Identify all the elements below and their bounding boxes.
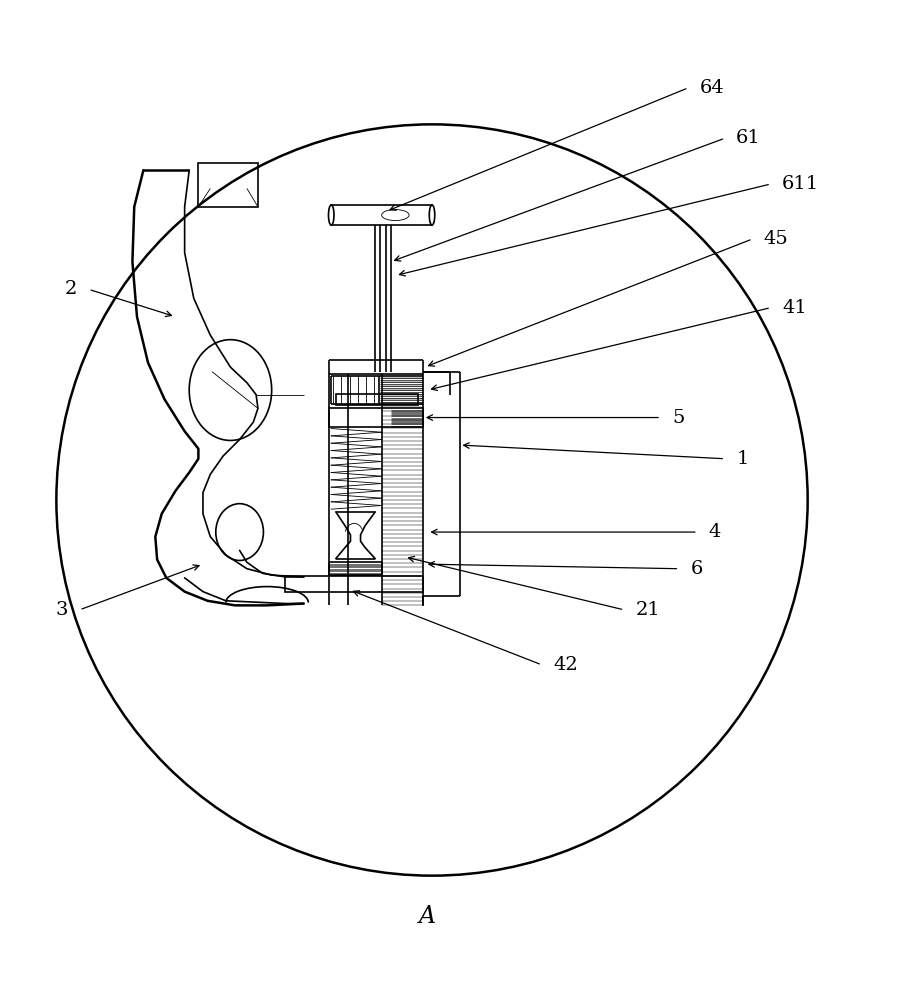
Text: 45: 45 [764,230,789,248]
Text: 6: 6 [690,560,703,578]
Text: A: A [419,905,436,928]
Ellipse shape [429,205,435,225]
Text: 21: 21 [635,601,660,619]
Text: 64: 64 [699,79,724,97]
Text: 1: 1 [736,450,749,468]
Text: 41: 41 [782,299,807,317]
Bar [329,408,423,427]
Text: 61: 61 [736,129,761,147]
Text: 42: 42 [553,656,578,674]
Bar [199,163,258,207]
Text: 2: 2 [65,280,77,298]
Bar [331,205,432,225]
Bar [286,576,423,592]
Text: 611: 611 [782,175,819,193]
Text: 3: 3 [56,601,68,619]
Bar [335,394,418,405]
Text: 4: 4 [709,523,721,541]
Ellipse shape [328,205,334,225]
Text: 5: 5 [672,409,685,427]
